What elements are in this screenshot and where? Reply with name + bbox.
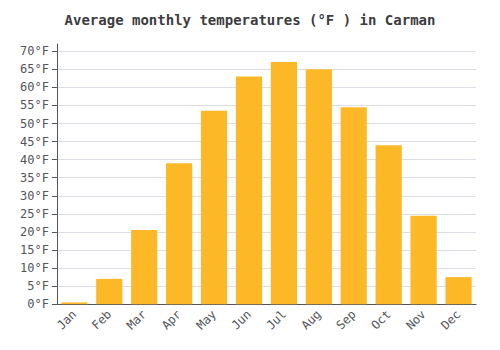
svg-text:Feb: Feb	[89, 307, 114, 332]
svg-text:15°F: 15°F	[20, 243, 49, 257]
svg-text:20°F: 20°F	[20, 225, 49, 239]
svg-text:Oct: Oct	[368, 307, 393, 332]
svg-text:Nov: Nov	[403, 307, 428, 332]
svg-text:Apr: Apr	[159, 307, 184, 332]
svg-text:Jul: Jul	[264, 307, 289, 332]
svg-text:60°F: 60°F	[20, 80, 49, 94]
svg-text:45°F: 45°F	[20, 135, 49, 149]
svg-text:50°F: 50°F	[20, 117, 49, 131]
svg-text:Sep: Sep	[333, 307, 358, 332]
svg-text:25°F: 25°F	[20, 207, 49, 221]
svg-text:10°F: 10°F	[20, 261, 49, 275]
svg-text:55°F: 55°F	[20, 98, 49, 112]
svg-text:Dec: Dec	[438, 307, 463, 332]
svg-text:0°F: 0°F	[27, 297, 49, 311]
svg-text:Aug: Aug	[299, 307, 324, 332]
svg-text:30°F: 30°F	[20, 189, 49, 203]
svg-text:70°F: 70°F	[20, 44, 49, 58]
svg-text:Jun: Jun	[229, 307, 254, 332]
svg-text:65°F: 65°F	[20, 62, 49, 76]
svg-text:May: May	[194, 307, 219, 332]
svg-text:35°F: 35°F	[20, 171, 49, 185]
svg-text:Average monthly temperatures (: Average monthly temperatures (°F ) in Ca…	[65, 12, 436, 28]
svg-text:40°F: 40°F	[20, 153, 49, 167]
svg-text:Mar: Mar	[124, 307, 149, 332]
svg-text:5°F: 5°F	[27, 279, 49, 293]
svg-text:Jan: Jan	[54, 307, 79, 332]
